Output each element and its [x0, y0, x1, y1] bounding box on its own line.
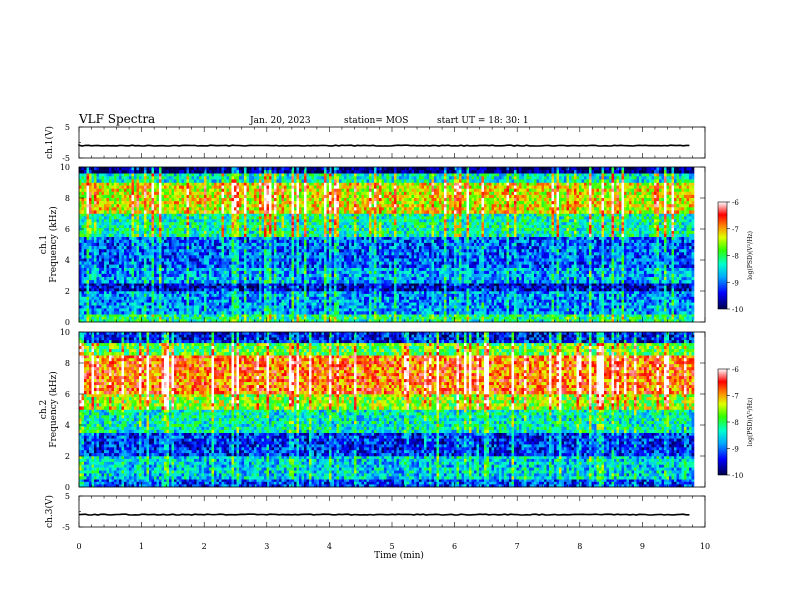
x-tick-label: 10	[700, 542, 710, 551]
ch1-waveform-ylabel: ch.1(V)	[44, 126, 55, 159]
start-time-label: start UT = 18: 30: 1	[437, 116, 529, 126]
ch1-spectrogram-ytick-label: 10	[60, 163, 70, 172]
colorbar-ch2: -6 -7 -8 -9 -10 log(PSD)(V²/Hz)	[718, 366, 754, 480]
panel-ch3-waveform: 5 -5 ch.3(V)	[44, 492, 705, 532]
ch2-spectrogram-ytick-label: 4	[65, 421, 70, 430]
panel-ch1-waveform: 5 -5 ch.1(V)	[44, 123, 705, 163]
ch2-spectrogram-ytick-label: 6	[65, 390, 70, 399]
x-axis: 0 1 2 3 4 5 6 7 8 9 10	[76, 542, 710, 551]
ch1-spectrogram-ytick-label: 0	[65, 318, 70, 327]
colorbar-ch1: -6 -7 -8 -9 -10 log(PSD)(V²/Hz)	[718, 199, 754, 314]
x-tick-label: 9	[640, 542, 645, 551]
ch1-spectrogram-ytick-label: 6	[65, 225, 70, 234]
ch2-spectrogram-ytick-label: 2	[65, 452, 70, 461]
ch3-waveform-ylabel: ch.3(V)	[44, 495, 55, 528]
x-tick-label: 0	[76, 542, 81, 551]
cb1-tick-label: -7	[732, 226, 739, 234]
ch1-spectrogram-ytick-label: 8	[65, 194, 70, 203]
ch2-spectrogram-ytick-label: 0	[65, 483, 70, 492]
cb2-tick-label: -7	[732, 393, 739, 401]
ch1-spectrogram-ytick-label: 4	[65, 256, 70, 265]
panel-ch2-spectrogram: 0 2 4 6 8 10 ch.2 Frequency (kHz)	[39, 328, 705, 492]
date-label: Jan. 20, 2023	[249, 116, 311, 126]
ch3-waveform-trace	[79, 514, 689, 515]
ch1-spectrogram-ylabel: ch.1	[39, 235, 49, 254]
ch1-spectrogram-heatmap	[79, 167, 694, 322]
cb2-label: log(PSD)(V²/Hz)	[747, 398, 754, 447]
cb2-tick-label: -6	[732, 366, 739, 374]
cb1-label: log(PSD)(V²/Hz)	[747, 231, 754, 280]
x-tick-label: 3	[264, 542, 269, 551]
ch2-spectrogram-ylabel2: Frequency (kHz)	[48, 371, 59, 448]
ch3-waveform-ytick-label: -5	[62, 523, 70, 532]
cb1-tick-label: -6	[732, 199, 739, 207]
cb2-scale	[718, 369, 727, 475]
x-tick-label: 5	[389, 542, 394, 551]
cb1-scale	[718, 202, 727, 309]
x-tick-label: 2	[202, 542, 207, 551]
x-tick-label: 1	[139, 542, 144, 551]
cb1-tick-label: -10	[732, 306, 743, 314]
station-label: station= MOS	[344, 116, 408, 126]
ch1-spectrogram-ylabel2: Frequency (kHz)	[48, 206, 59, 283]
figure-title: VLF Spectra	[78, 112, 155, 126]
x-tick-label: 7	[515, 542, 520, 551]
ch2-spectrogram-ytick-label: 10	[60, 328, 70, 337]
x-tick-label: 4	[327, 542, 332, 551]
cb2-tick-label: -9	[732, 446, 739, 454]
ch2-spectrogram-heatmap	[79, 332, 694, 487]
panel-ch1-spectrogram: 0 2 4 6 8 10 ch.1 Frequency (kHz)	[39, 163, 705, 327]
ch1-waveform-trace	[79, 145, 689, 146]
cb1-tick-label: -8	[732, 253, 739, 261]
ch3-waveform-ytick-label: 5	[65, 492, 70, 501]
ch1-spectrogram-ytick-label: 2	[65, 287, 70, 296]
x-tick-label: 6	[452, 542, 457, 551]
ch2-spectrogram-ylabel: ch.2	[39, 400, 49, 419]
ch1-waveform-ytick-label: 5	[65, 123, 70, 132]
cb1-tick-label: -9	[732, 279, 739, 287]
x-tick-label: 8	[577, 542, 582, 551]
ch2-spectrogram-ytick-label: 8	[65, 359, 70, 368]
x-axis-label: Time (min)	[374, 550, 424, 561]
ch1-waveform-ytick-label: -5	[62, 154, 70, 163]
cb2-tick-label: -10	[732, 472, 743, 480]
cb2-tick-label: -8	[732, 419, 739, 427]
